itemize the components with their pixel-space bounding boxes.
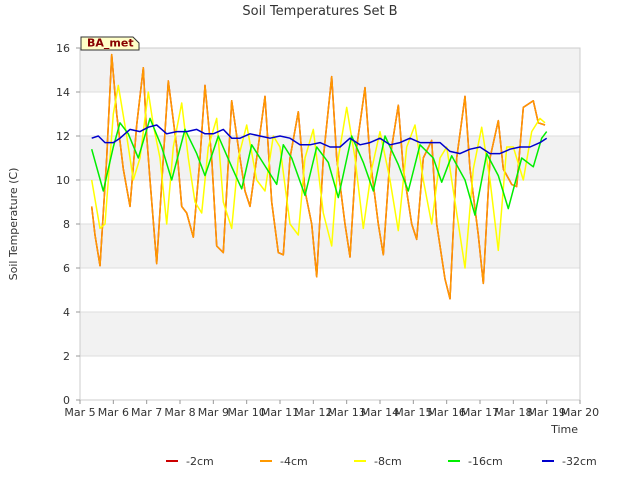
legend-label: -32cm [562, 455, 597, 468]
x-tick-label: Mar 19 [528, 406, 566, 419]
y-tick-label: 8 [63, 218, 70, 231]
series-line-8cm [90, 84, 546, 269]
x-tick-label: Mar 11 [261, 406, 299, 419]
y-tick-label: 16 [56, 42, 70, 55]
x-tick-label: Mar 7 [131, 406, 162, 419]
x-tick-label: Mar 12 [294, 406, 332, 419]
y-axis-ticks: 0 2 4 6 8 10 12 14 16 [56, 42, 80, 407]
x-axis-label: Time [550, 423, 578, 436]
series-line-16cm [90, 117, 548, 216]
series-layer [90, 53, 548, 300]
legend-label: -16cm [468, 455, 503, 468]
x-tick-label: Mar 15 [394, 406, 432, 419]
station-badge: BA_met [80, 36, 140, 51]
legend: -2cm -4cm -8cm -16cm -32cm [166, 455, 597, 468]
background-band [80, 356, 580, 400]
x-tick-label: Mar 8 [164, 406, 195, 419]
station-badge-label: BA_met [87, 37, 134, 50]
x-tick-label: Mar 17 [461, 406, 499, 419]
legend-label: -4cm [280, 455, 308, 468]
x-tick-label: Mar 6 [98, 406, 129, 419]
background-band [80, 180, 580, 224]
y-tick-label: 14 [56, 86, 70, 99]
legend-label: -2cm [186, 455, 214, 468]
x-tick-label: Mar 13 [328, 406, 366, 419]
y-tick-label: 12 [56, 130, 70, 143]
y-axis-label: Soil Temperature (C) [7, 168, 20, 281]
x-tick-label: Mar 16 [428, 406, 466, 419]
station-badge-box [80, 36, 140, 51]
x-tick-label: Mar 14 [361, 406, 399, 419]
background-band [80, 268, 580, 312]
y-tick-label: 10 [56, 174, 70, 187]
background-band [80, 48, 580, 92]
y-tick-label: 0 [63, 394, 70, 407]
series-line-4cm [90, 53, 546, 300]
x-tick-label: Mar 5 [64, 406, 95, 419]
y-tick-label: 6 [63, 262, 70, 275]
x-tick-label: Mar 10 [228, 406, 266, 419]
legend-label: -8cm [374, 455, 402, 468]
x-tick-label: Mar 9 [198, 406, 229, 419]
x-tick-label: Mar 18 [494, 406, 532, 419]
x-tick-label: Mar 20 [561, 406, 599, 419]
chart-title: Soil Temperatures Set B [242, 4, 397, 19]
background-band [80, 312, 580, 356]
y-tick-label: 4 [63, 306, 70, 319]
series-line-32cm [91, 124, 548, 155]
y-tick-label: 2 [63, 350, 70, 363]
